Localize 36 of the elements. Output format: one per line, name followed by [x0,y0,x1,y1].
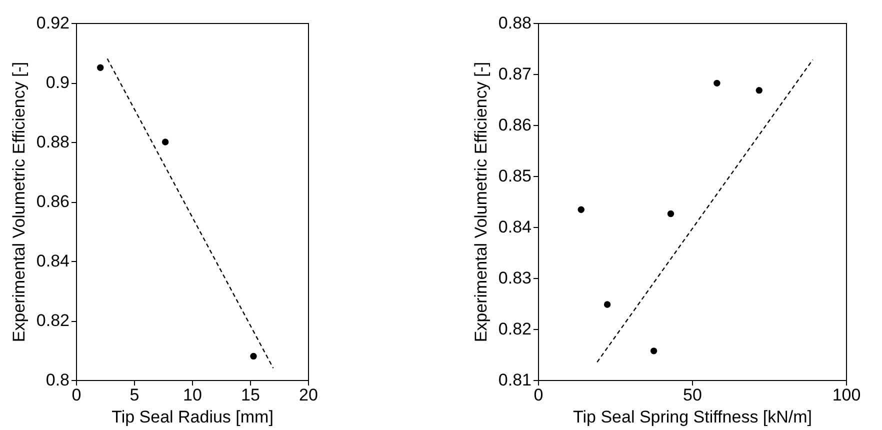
x-tick-label: 10 [183,386,202,404]
y-tick-label: 0.84 [36,252,70,270]
y-tick-label: 0.85 [498,166,532,186]
point [667,210,674,218]
y-tick-label: 0.8 [46,370,70,390]
y-tick-label: 0.88 [36,132,70,152]
x-tick-label: 5 [130,386,140,404]
point [650,348,658,354]
y-tick-label: 0.82 [498,320,532,338]
x-tick-label: 0 [72,386,82,404]
point [162,138,169,146]
point [756,86,762,94]
y-tick-label: 0.83 [498,268,532,288]
y-axis-title: Experimental Volumetric Efficiency [-] [9,62,28,342]
y-tick-label: 0.82 [36,311,70,330]
x-tick-label: 0 [534,386,544,404]
x-tick-label: 50 [683,386,702,404]
y-tick-label: 0.87 [498,64,532,84]
x-tick-label: 20 [299,386,318,404]
y-tick-label: 0.9 [46,73,70,92]
y-tick-label: 0.86 [498,116,532,134]
y-tick-label: 0.88 [498,14,532,32]
x-axis-title: Tip Seal Radius [mm] [112,408,274,426]
point [578,206,584,214]
x-tick-label: 15 [241,386,260,404]
point [97,64,104,71]
x-tick-label: 100 [832,386,861,404]
y-axis-title: Experimental Volumetric Efficiency [-] [471,62,490,342]
y-tick-label: 0.92 [36,14,70,32]
y-tick-label: 0.86 [36,192,70,211]
point [604,301,611,308]
x-axis-title: Tip Seal Spring Stiffness [kN/m] [572,408,812,426]
y-tick-label: 0.84 [498,218,532,236]
point [714,80,720,87]
y-tick-label: 0.81 [498,370,532,390]
point [250,352,257,360]
